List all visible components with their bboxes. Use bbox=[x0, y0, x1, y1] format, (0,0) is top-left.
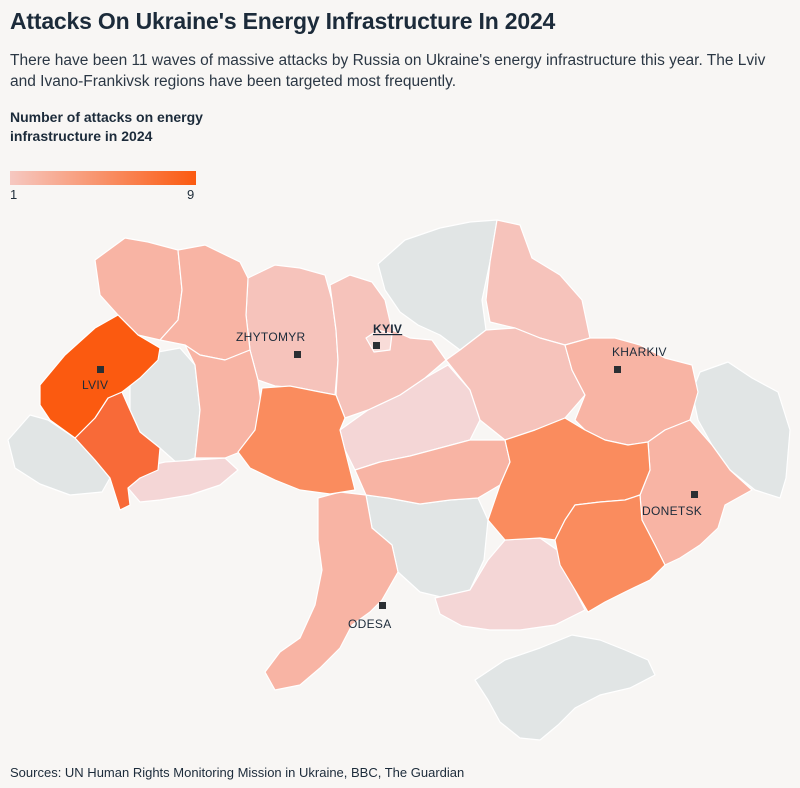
city-marker-lviv bbox=[97, 366, 104, 373]
city-label-odesa: ODESA bbox=[348, 617, 392, 631]
city-marker-zhytomyr bbox=[294, 351, 301, 358]
legend-min-label: 1 bbox=[10, 187, 18, 202]
city-marker-donetsk bbox=[691, 491, 698, 498]
region-sumy bbox=[485, 219, 591, 346]
region-crimea bbox=[474, 634, 656, 741]
legend-title: Number of attacks on energy infrastructu… bbox=[10, 109, 203, 144]
city-label-zhytomyr: ZHYTOMYR bbox=[236, 330, 306, 344]
chart-subtitle: There have been 11 waves of massive atta… bbox=[10, 52, 766, 90]
city-label-donetsk: DONETSK bbox=[642, 504, 702, 518]
city-marker-kyiv bbox=[373, 342, 380, 349]
city-label-lviv: LVIV bbox=[82, 378, 108, 392]
region-chernihiv bbox=[377, 219, 498, 351]
region-vinnytsia bbox=[237, 385, 356, 495]
city-label-kyiv: KYIV bbox=[373, 322, 402, 336]
city-label-kharkiv: KHARKIV bbox=[612, 345, 667, 359]
source-note: Sources: UN Human Rights Monitoring Miss… bbox=[10, 765, 465, 780]
legend-max-label: 9 bbox=[187, 187, 195, 202]
legend-color-scale bbox=[10, 171, 196, 185]
chart-title: Attacks On Ukraine's Energy Infrastructu… bbox=[10, 8, 556, 34]
region-kyiv-city bbox=[365, 329, 393, 353]
region-lviv bbox=[39, 314, 161, 439]
city-marker-odesa bbox=[379, 602, 386, 609]
region-odesa bbox=[264, 491, 399, 691]
region-luhansk bbox=[691, 361, 791, 499]
region-zaporizhzhia bbox=[554, 494, 666, 613]
city-marker-kharkiv bbox=[614, 366, 621, 373]
